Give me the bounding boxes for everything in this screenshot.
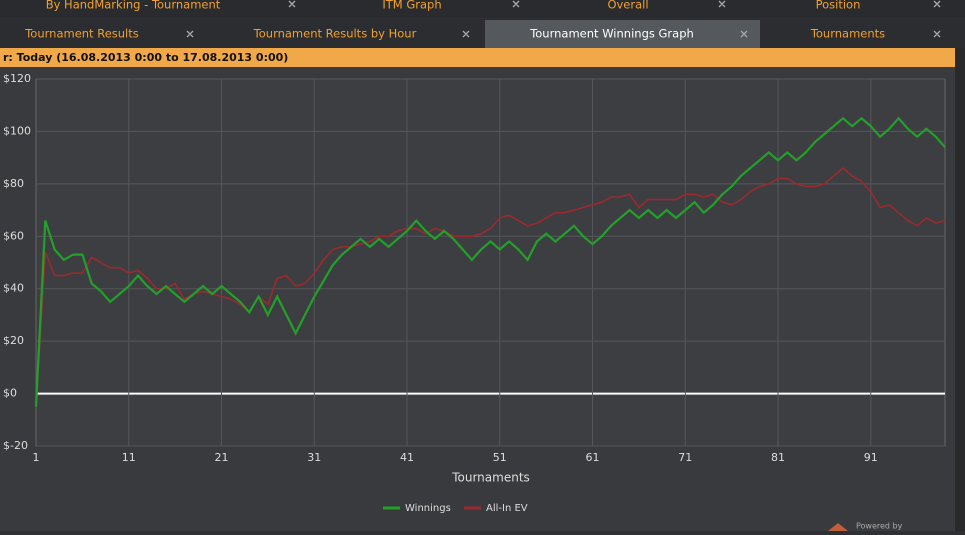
x-tick-label: 51 xyxy=(493,451,507,464)
x-tick-label: 1 xyxy=(33,451,40,464)
active-tab xyxy=(485,20,760,48)
y-tick-label: $40 xyxy=(3,282,24,295)
x-tick-label: 41 xyxy=(400,451,414,464)
tab[interactable]: Position xyxy=(816,0,861,12)
series-line xyxy=(34,116,946,407)
x-tick-label: 71 xyxy=(678,451,692,464)
x-tick-label: 11 xyxy=(122,451,136,464)
filter-text: r: Today (16.08.2013 0:00 to 17.08.2013 … xyxy=(3,51,288,64)
filter-bar xyxy=(0,48,955,67)
legend-label: All-In EV xyxy=(486,503,528,514)
x-axis-title: Tournaments xyxy=(451,471,530,485)
y-tick-label: $60 xyxy=(3,229,24,242)
x-tick-label: 81 xyxy=(771,451,785,464)
tab[interactable]: Tournament Winnings Graph xyxy=(529,27,694,41)
tab[interactable]: ITM Graph xyxy=(382,0,441,12)
y-tick-label: $-20 xyxy=(3,439,28,452)
x-tick-label: 31 xyxy=(307,451,321,464)
tab[interactable]: By HandMarking - Tournament xyxy=(46,0,221,12)
plot-area xyxy=(35,78,946,447)
series-line xyxy=(35,167,946,407)
y-tick-label: $0 xyxy=(3,387,17,400)
scrollbar xyxy=(955,48,965,531)
x-tick-label: 21 xyxy=(215,451,229,464)
y-tick-label: $80 xyxy=(3,177,24,190)
close-icons xyxy=(288,0,941,8)
x-tick-label: 91 xyxy=(864,451,878,464)
top-tab-bar xyxy=(0,0,965,18)
legend-label: Winnings xyxy=(405,503,451,514)
tab-bar xyxy=(0,19,965,48)
tab[interactable]: Overall xyxy=(607,0,648,12)
y-tick-label: $100 xyxy=(3,124,31,137)
tab[interactable]: Tournaments xyxy=(810,27,885,41)
y-tick-label: $20 xyxy=(3,334,24,347)
tab[interactable]: Tournament Results xyxy=(24,27,139,41)
y-tick-label: $120 xyxy=(3,72,31,85)
tab[interactable]: Tournament Results by Hour xyxy=(253,27,417,41)
logo xyxy=(828,523,848,531)
x-tick-label: 61 xyxy=(586,451,600,464)
powered-by: Powered by xyxy=(856,522,903,531)
close-icons xyxy=(186,30,941,38)
